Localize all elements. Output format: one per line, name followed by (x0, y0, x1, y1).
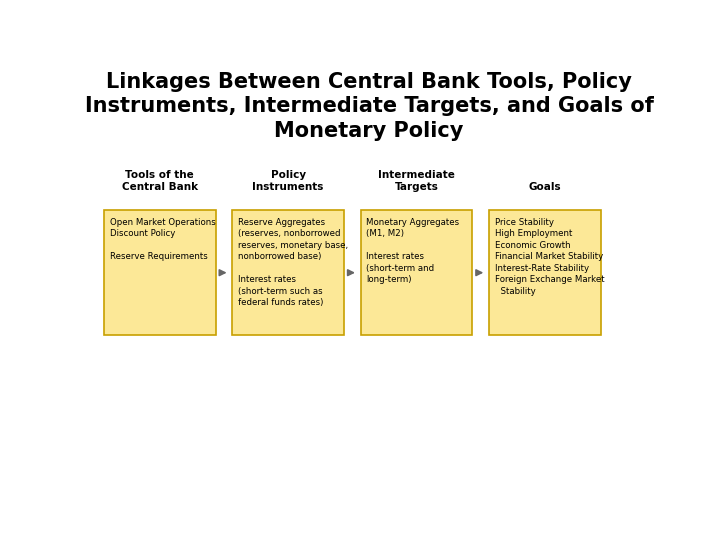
Text: Tools of the
Central Bank: Tools of the Central Bank (122, 170, 198, 192)
Text: Goals: Goals (528, 181, 561, 192)
FancyBboxPatch shape (489, 211, 600, 335)
Text: Price Stability
High Employment
Economic Growth
Financial Market Stability
Inter: Price Stability High Employment Economic… (495, 218, 604, 295)
FancyBboxPatch shape (233, 211, 344, 335)
FancyBboxPatch shape (104, 211, 215, 335)
Text: Intermediate
Targets: Intermediate Targets (378, 170, 455, 192)
Text: Open Market Operations
Discount Policy

Reserve Requirements: Open Market Operations Discount Policy R… (109, 218, 215, 261)
FancyBboxPatch shape (361, 211, 472, 335)
Text: Policy
Instruments: Policy Instruments (253, 170, 324, 192)
Text: Linkages Between Central Bank Tools, Policy
Instruments, Intermediate Targets, a: Linkages Between Central Bank Tools, Pol… (84, 72, 654, 141)
Text: Reserve Aggregates
(reserves, nonborrowed
reserves, monetary base,
nonborrowed b: Reserve Aggregates (reserves, nonborrowe… (238, 218, 348, 307)
Text: Monetary Aggregates
(M1, M2)

Interest rates
(short-term and
long-term): Monetary Aggregates (M1, M2) Interest ra… (366, 218, 459, 284)
